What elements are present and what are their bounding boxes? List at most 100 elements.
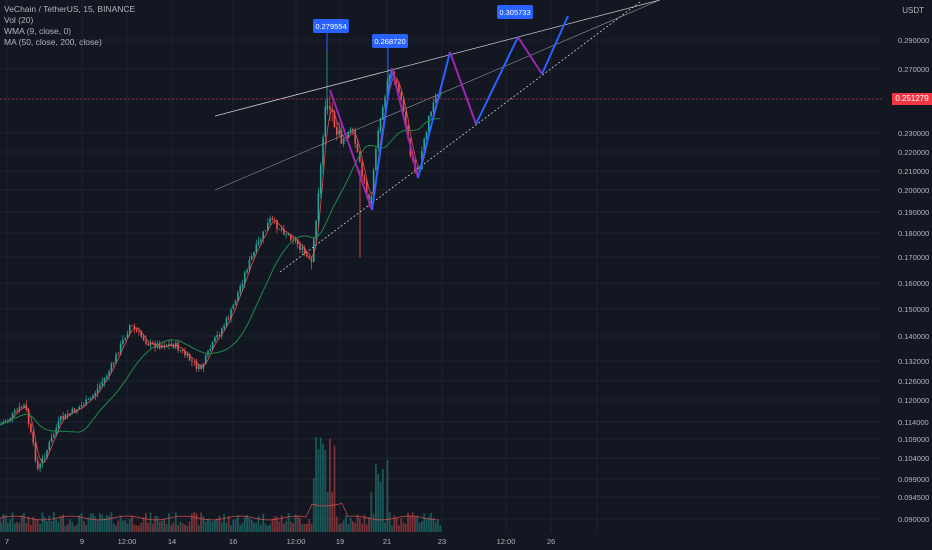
- candle-body: [257, 241, 260, 245]
- candle-body: [264, 230, 267, 232]
- candle-body: [50, 437, 53, 443]
- volume-bar: [232, 519, 235, 532]
- volume-bar: [255, 522, 258, 532]
- volume-bar: [411, 512, 414, 532]
- volume-bar: [345, 515, 347, 532]
- candle-body: [315, 220, 317, 239]
- volume-bar: [253, 522, 255, 532]
- wave-segment: [517, 36, 543, 75]
- candle-body: [73, 408, 76, 413]
- legend-symbol[interactable]: VeChain / TetherUS, 15, BINANCE: [4, 4, 136, 14]
- candle-body: [402, 99, 405, 112]
- volume-bar: [30, 524, 32, 532]
- y-tick-label: 0.220000: [898, 148, 929, 157]
- volume-bar: [89, 513, 92, 532]
- candle-body: [142, 336, 145, 341]
- volume-bar: [324, 450, 327, 532]
- volume-bar: [260, 524, 262, 532]
- candle-body: [191, 360, 193, 362]
- candle-body: [423, 138, 425, 151]
- candle-body: [11, 412, 14, 419]
- legend-ma[interactable]: MA (50, close, 200, close): [4, 37, 102, 47]
- volume-bar: [117, 520, 120, 532]
- volume-bar: [119, 515, 122, 532]
- candle-body: [269, 218, 271, 224]
- candle-body: [349, 128, 352, 133]
- volume-bar: [165, 524, 168, 532]
- ma50-line: [0, 118, 441, 433]
- candle-body: [4, 421, 7, 422]
- volume-bar: [193, 512, 196, 532]
- candle-body: [253, 251, 255, 257]
- candle-body: [184, 350, 186, 356]
- candle-body: [101, 382, 103, 386]
- volume-bar: [384, 522, 386, 532]
- volume-bar: [110, 512, 113, 532]
- candle-body: [126, 333, 129, 339]
- axis-unit[interactable]: USDT: [902, 6, 924, 15]
- candle-body: [285, 234, 287, 235]
- candle-body: [200, 365, 202, 369]
- volume-bar: [204, 521, 207, 532]
- y-tick-label: 0.160000: [898, 279, 929, 288]
- volume-bar: [207, 518, 209, 532]
- volume-bar: [250, 519, 253, 532]
- y-tick-label: 0.190000: [898, 208, 929, 217]
- candle-body: [89, 398, 92, 400]
- candle-body: [27, 409, 30, 424]
- legend-wma[interactable]: WMA (9, close, 0): [4, 26, 72, 36]
- candle-body: [129, 325, 131, 334]
- volume-bar: [266, 525, 269, 532]
- x-tick-label: 12:00: [287, 537, 306, 546]
- volume-bar: [48, 515, 51, 532]
- candle-body: [188, 353, 191, 361]
- volume-bar: [101, 514, 104, 532]
- volume-bar: [322, 443, 324, 532]
- legend-volume[interactable]: Vol (20): [4, 15, 34, 25]
- volume-bar: [87, 517, 90, 532]
- volume-bar: [416, 515, 419, 532]
- candle-body: [103, 377, 106, 383]
- volume-bar: [432, 517, 435, 532]
- x-tick-label: 16: [229, 537, 237, 546]
- candle-body: [170, 344, 172, 345]
- volume-ma-line: [0, 502, 439, 524]
- candle-body: [278, 228, 281, 230]
- volume-bar: [303, 523, 306, 532]
- candle-body: [108, 371, 110, 376]
- x-tick-label: 26: [547, 537, 555, 546]
- volume-bar: [391, 525, 393, 532]
- candle-body: [250, 256, 253, 260]
- volume-bar: [276, 516, 278, 532]
- candle-body: [131, 325, 133, 327]
- axis-corner: [880, 532, 932, 550]
- volume-bar: [335, 516, 338, 532]
- candle-body: [280, 228, 283, 230]
- candle-body: [198, 365, 200, 369]
- candle-body: [324, 106, 327, 137]
- volume-bar: [372, 513, 375, 532]
- volume-bar: [361, 523, 363, 532]
- volume-bar: [308, 519, 311, 532]
- volume-bar: [227, 515, 230, 532]
- volume-bar: [177, 525, 179, 532]
- annotation-label: 0.268720: [374, 37, 405, 46]
- candle-body: [112, 362, 115, 364]
- volume-bar: [59, 516, 62, 532]
- volume-bar: [234, 519, 237, 532]
- volume-bar: [395, 517, 398, 532]
- candle-body: [30, 423, 32, 432]
- volume-bar: [317, 449, 320, 532]
- y-tick-label: 0.090000: [898, 515, 929, 524]
- wave-segment: [541, 15, 569, 75]
- volume-bar: [154, 516, 156, 532]
- wave-segment: [475, 36, 519, 125]
- volume-bar: [354, 522, 357, 532]
- candle-body: [34, 442, 37, 461]
- volume-bar: [140, 522, 143, 532]
- candle-body: [133, 325, 136, 330]
- volume-bar: [386, 460, 389, 532]
- candle-body: [354, 130, 356, 144]
- candle-body: [386, 80, 389, 97]
